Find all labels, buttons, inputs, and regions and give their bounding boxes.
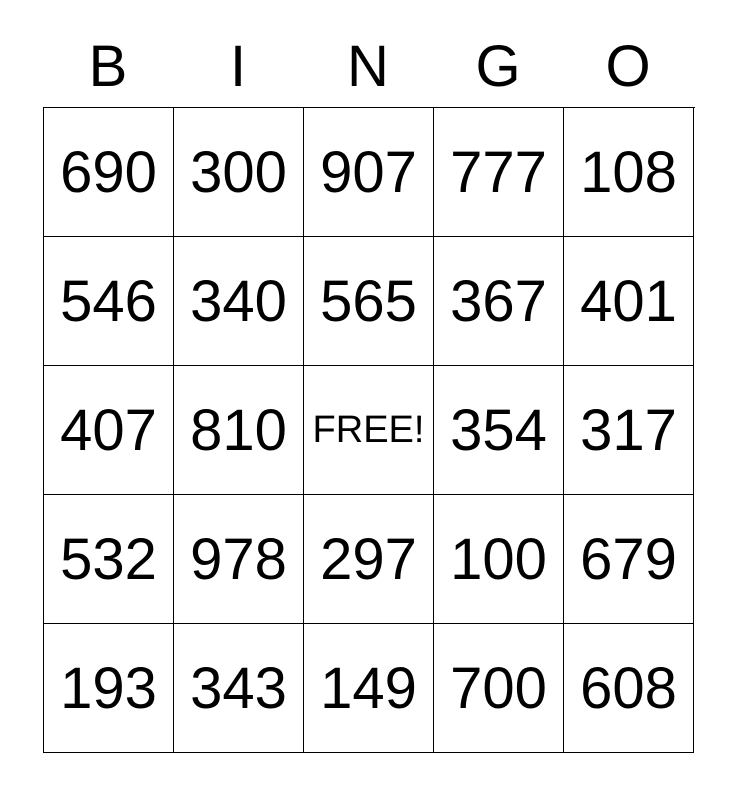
bingo-cell-r4c1[interactable]: 532 [44,495,174,624]
free-cell[interactable]: FREE! [304,366,434,495]
bingo-cell-r5c4[interactable]: 700 [434,624,564,753]
header-letter-b: B [88,34,128,99]
bingo-grid: 690 300 907 777 108 546 340 565 367 401 … [43,107,695,753]
bingo-cell-r5c5[interactable]: 608 [564,624,694,753]
header-letter-g: G [475,34,521,99]
bingo-cell-r3c4[interactable]: 354 [434,366,564,495]
bingo-cell-r3c2[interactable]: 810 [174,366,304,495]
header-letter-o: O [605,34,651,99]
bingo-cell-r3c1[interactable]: 407 [44,366,174,495]
header-letter-n: N [347,34,389,99]
bingo-cell-r5c2[interactable]: 343 [174,624,304,753]
bingo-cell-r4c3[interactable]: 297 [304,495,434,624]
bingo-cell-r5c3[interactable]: 149 [304,624,434,753]
bingo-cell-r1c2[interactable]: 300 [174,108,304,237]
bingo-cell-r2c3[interactable]: 565 [304,237,434,366]
bingo-card: B I N G O 690 300 907 777 108 546 340 56… [43,0,695,753]
bingo-cell-r4c2[interactable]: 978 [174,495,304,624]
bingo-cell-r3c5[interactable]: 317 [564,366,694,495]
bingo-cell-r1c5[interactable]: 108 [564,108,694,237]
bingo-cell-r2c2[interactable]: 340 [174,237,304,366]
bingo-cell-r4c5[interactable]: 679 [564,495,694,624]
bingo-cell-r4c4[interactable]: 100 [434,495,564,624]
bingo-cell-r2c1[interactable]: 546 [44,237,174,366]
bingo-cell-r2c4[interactable]: 367 [434,237,564,366]
bingo-header: B I N G O [43,0,694,107]
header-letter-i: I [229,34,247,99]
bingo-cell-r1c1[interactable]: 690 [44,108,174,237]
bingo-cell-r1c3[interactable]: 907 [304,108,434,237]
bingo-cell-r5c1[interactable]: 193 [44,624,174,753]
bingo-cell-r1c4[interactable]: 777 [434,108,564,237]
bingo-cell-r2c5[interactable]: 401 [564,237,694,366]
